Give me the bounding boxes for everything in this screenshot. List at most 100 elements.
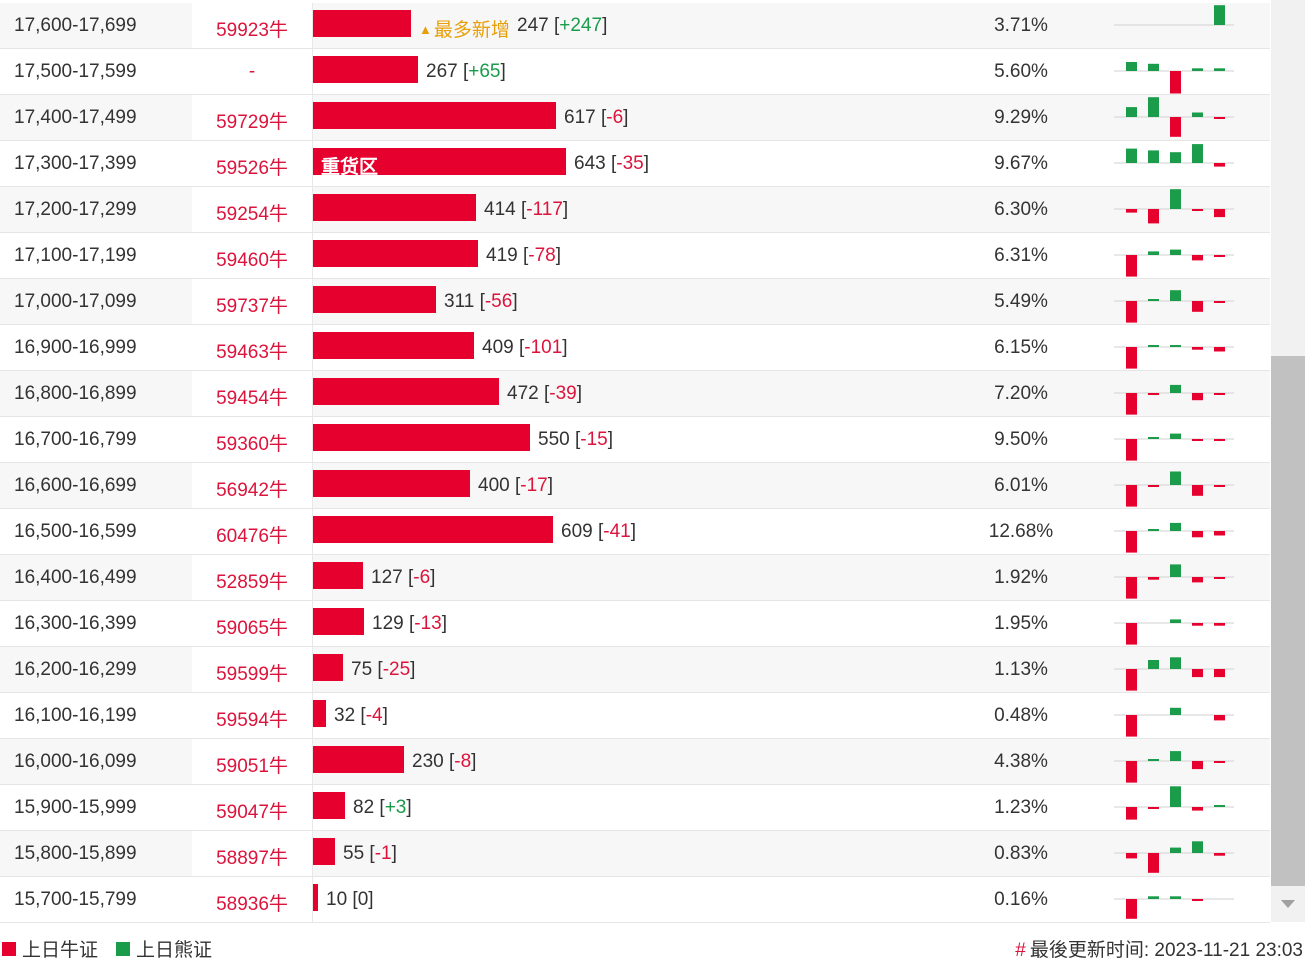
table-row[interactable]: 16,400-16,499 52859牛 127 [-6] 1.92% xyxy=(0,555,1270,601)
sparkline-bar xyxy=(1126,761,1137,783)
percentage: 3.71% xyxy=(994,15,1048,36)
table-row[interactable]: 16,200-16,299 59599牛 75 [-25] 1.13% xyxy=(0,647,1270,693)
sparkline-bar xyxy=(1214,669,1225,678)
call-level-price[interactable]: 59594牛 xyxy=(216,710,288,731)
strike-range: 17,600-17,699 xyxy=(14,15,137,36)
table-row[interactable]: 17,300-17,399 59526牛 重货区 643 [-35] 9.67% xyxy=(0,141,1270,187)
bracket-close: ] xyxy=(576,383,583,404)
table-row[interactable]: 16,300-16,399 59065牛 129 [-13] 1.95% xyxy=(0,601,1270,647)
trend-sparkline xyxy=(1114,62,1234,94)
call-level-price[interactable]: 59360牛 xyxy=(216,434,288,455)
volume-count: 550 xyxy=(538,429,570,450)
call-level-price[interactable]: 59923牛 xyxy=(216,20,288,41)
bracket-close: ] xyxy=(406,797,412,818)
sparkline-bar xyxy=(1126,107,1137,117)
table-row[interactable]: 16,600-16,699 56942牛 400 [-17] 6.01% xyxy=(0,463,1270,509)
sparkline-bar xyxy=(1148,393,1159,395)
call-level-price[interactable]: 60476牛 xyxy=(216,526,288,547)
sparkline-bar xyxy=(1214,301,1225,303)
table-row[interactable]: 16,700-16,799 59360牛 550 [-15] 9.50% xyxy=(0,417,1270,463)
scroll-down-arrow-icon[interactable] xyxy=(1271,892,1305,918)
bracket-close: ] xyxy=(623,107,629,128)
percentage: 12.68% xyxy=(988,521,1054,542)
sparkline-bar xyxy=(1170,249,1181,255)
call-level-price[interactable]: 58897牛 xyxy=(216,848,288,869)
sparkline-bar xyxy=(1214,853,1225,856)
bracket-close: ] xyxy=(382,705,388,726)
call-level-price[interactable]: 59254牛 xyxy=(216,204,288,225)
sparkline-bar xyxy=(1170,896,1181,899)
call-level-price[interactable]: 56942牛 xyxy=(216,480,288,501)
volume-change: -56 xyxy=(484,291,513,312)
table-row[interactable]: 15,800-15,899 58897牛 55 [-1] 0.83% xyxy=(0,831,1270,877)
call-level-price[interactable]: 59065牛 xyxy=(216,618,288,639)
volume-change: -13 xyxy=(414,613,442,634)
table-row[interactable]: 17,500-17,599 - 267 [+65] 5.60% xyxy=(0,49,1270,95)
sparkline-bar xyxy=(1126,255,1137,277)
column-divider xyxy=(312,463,313,508)
call-level-price[interactable]: 59526牛 xyxy=(216,158,288,179)
sparkline-bar xyxy=(1170,707,1181,715)
call-level-price[interactable]: 59454牛 xyxy=(216,388,288,409)
call-level-price[interactable]: 59047牛 xyxy=(216,802,288,823)
table-row[interactable]: 15,900-15,999 59047牛 82 [+3] 1.23% xyxy=(0,785,1270,831)
sparkline-bar xyxy=(1192,112,1203,117)
table-row[interactable]: 16,000-16,099 59051牛 230 [-8] 4.38% xyxy=(0,739,1270,785)
volume-bar xyxy=(313,884,318,911)
sparkline-bar xyxy=(1126,531,1137,553)
bracket-close: ] xyxy=(643,153,650,174)
call-level-price[interactable]: 52859牛 xyxy=(216,572,288,593)
price-cell-bg xyxy=(192,509,312,554)
table-row[interactable]: 17,200-17,299 59254牛 414 [-117] 6.30% xyxy=(0,187,1270,233)
table-row[interactable]: 17,000-17,099 59737牛 311 [-56] 5.49% xyxy=(0,279,1270,325)
table-row[interactable]: 17,400-17,499 59729牛 617 [-6] 9.29% xyxy=(0,95,1270,141)
table-row[interactable]: 17,100-17,199 59460牛 419 [-78] 6.31% xyxy=(0,233,1270,279)
volume-value: 10 [0] xyxy=(326,889,374,911)
sparkline-bar xyxy=(1214,485,1225,487)
sparkline-bar xyxy=(1126,623,1137,645)
call-level-price[interactable]: 59729牛 xyxy=(216,112,288,133)
volume-value: 267 [+65] xyxy=(426,61,506,83)
sparkline-bar xyxy=(1148,660,1159,669)
sparkline-bar xyxy=(1148,529,1159,531)
scrollbar-thumb[interactable] xyxy=(1271,356,1305,886)
table-row[interactable]: 17,600-17,699 59923牛 ▲ 最多新增 247 [+247] 3.71% xyxy=(0,3,1270,49)
bracket-open: [ xyxy=(372,659,383,680)
bracket-open: [ xyxy=(569,429,581,450)
price-cell-bg xyxy=(192,739,312,784)
call-level-price[interactable]: 59051牛 xyxy=(216,756,288,777)
volume-value: 400 [-17] xyxy=(478,475,553,497)
call-level-price[interactable]: 59463牛 xyxy=(216,342,288,363)
table-row[interactable]: 15,700-15,799 58936牛 10 [0] 0.16% xyxy=(0,877,1270,923)
volume-count: 32 xyxy=(334,705,356,726)
price-cell-bg xyxy=(192,49,312,94)
volume-change: +247 xyxy=(559,15,603,36)
trend-sparkline xyxy=(1114,433,1234,461)
table-row[interactable]: 16,500-16,599 60476牛 609 [-41] 12.68% xyxy=(0,509,1270,555)
trend-sparkline xyxy=(1114,97,1234,137)
sparkline-bar xyxy=(1126,301,1137,323)
call-level-price[interactable]: 59737牛 xyxy=(216,296,288,317)
sparkline-bar xyxy=(1192,899,1203,901)
table-row[interactable]: 16,900-16,999 59463牛 409 [-101] 6.15% xyxy=(0,325,1270,371)
trend-sparkline xyxy=(1114,345,1234,369)
table-row[interactable]: 16,100-16,199 59594牛 32 [-4] 0.48% xyxy=(0,693,1270,739)
strike-range: 16,600-16,699 xyxy=(14,475,137,496)
bracket-open: [ xyxy=(548,15,560,36)
call-level-price[interactable]: - xyxy=(248,61,256,82)
sparkline-bar xyxy=(1192,347,1203,350)
trend-sparkline xyxy=(1114,707,1234,737)
volume-value: 82 [+3] xyxy=(353,797,412,819)
call-level-price[interactable]: 58936牛 xyxy=(216,894,288,915)
sparkline-bar xyxy=(1214,117,1225,119)
percentage: 9.29% xyxy=(994,107,1048,128)
bracket-close: ] xyxy=(391,843,397,864)
call-level-price[interactable]: 59460牛 xyxy=(216,250,288,271)
table-row[interactable]: 16,800-16,899 59454牛 472 [-39] 7.20% xyxy=(0,371,1270,417)
sparkline-bar xyxy=(1126,715,1137,737)
volume-count: 609 xyxy=(561,521,593,542)
call-level-price[interactable]: 59599牛 xyxy=(216,664,288,685)
sparkline-bar xyxy=(1148,485,1159,487)
vertical-scrollbar[interactable] xyxy=(1271,0,1305,922)
trend-sparkline xyxy=(1114,841,1234,873)
